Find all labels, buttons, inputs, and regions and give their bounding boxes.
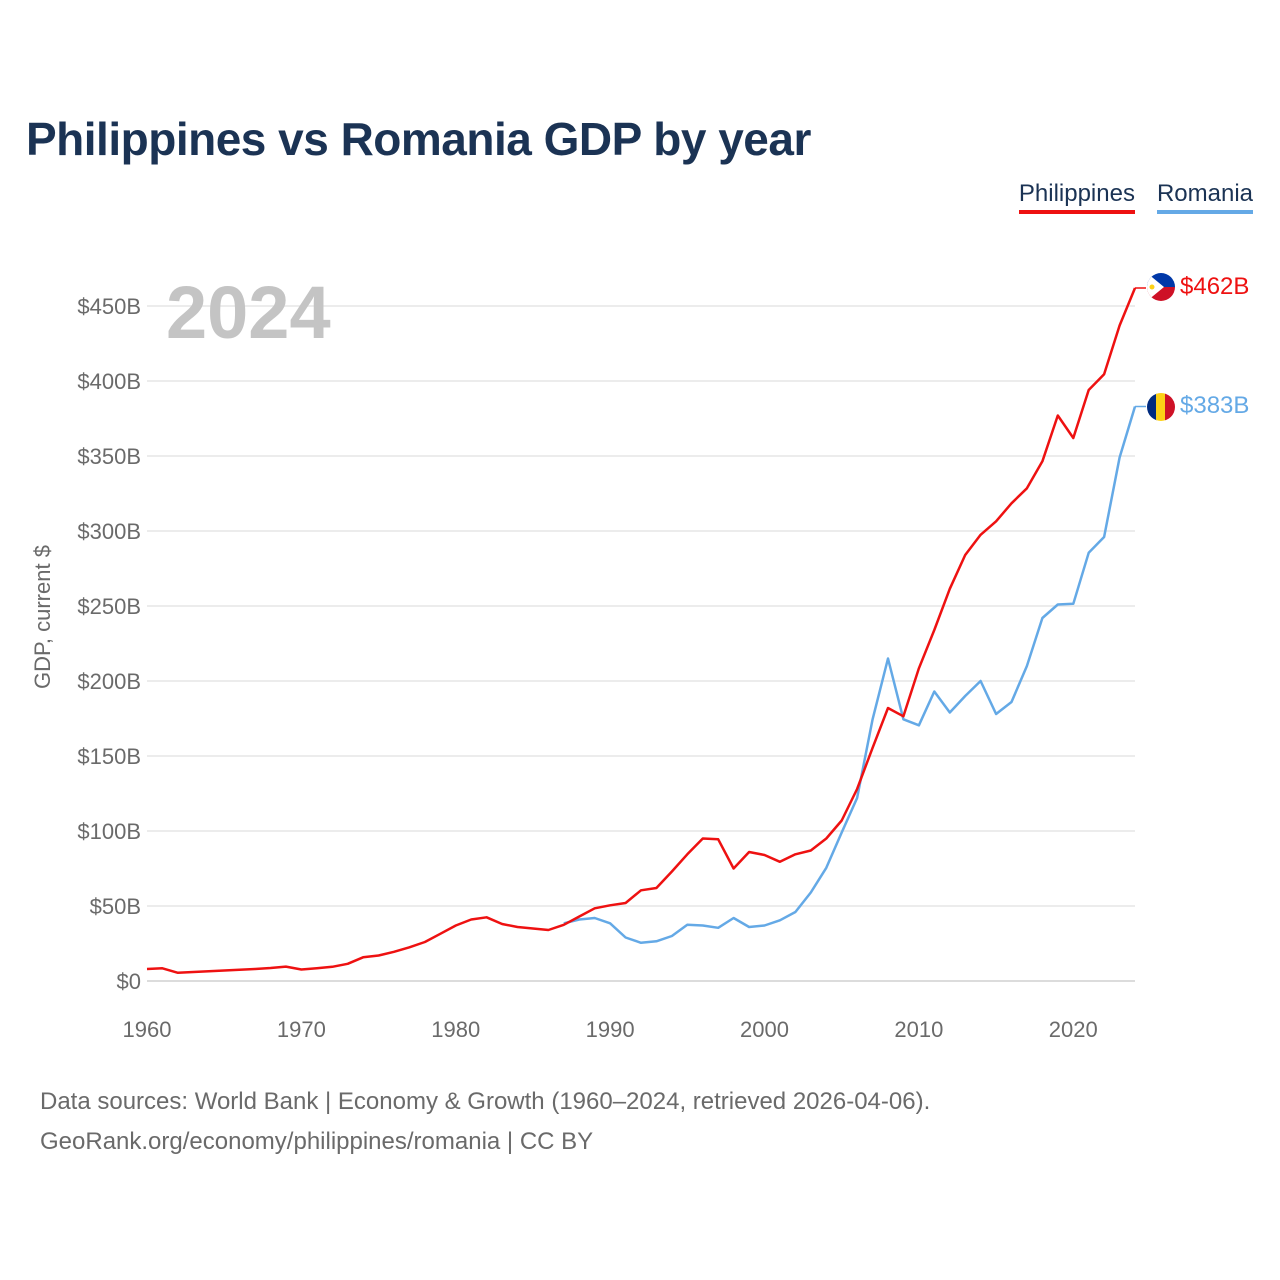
y-tick-label: $0 [117,969,141,994]
series-line-romania[interactable] [563,406,1137,945]
y-tick-label: $350B [77,444,141,469]
year-annotation: 2024 [166,271,331,354]
footer-sources: Data sources: World Bank | Economy & Gro… [40,1088,931,1115]
y-tick-label: $100B [77,819,141,844]
x-tick-label: 1960 [123,1017,172,1042]
chart-legend: Philippines Romania [1018,180,1253,214]
legend-item-romania[interactable]: Romania [1156,180,1253,214]
philippines-flag-icon [1147,273,1175,301]
x-tick-label: 2000 [740,1017,789,1042]
y-tick-label: $250B [77,594,141,619]
y-tick-label: $300B [77,519,141,544]
series-line-philippines[interactable] [146,287,1137,975]
chart-title: Philippines vs Romania GDP by year [26,113,811,165]
x-tick-label: 2020 [1049,1017,1098,1042]
x-tick-label: 2010 [894,1017,943,1042]
end-label-romania: $383B [1180,392,1249,419]
x-tick-label: 1990 [586,1017,635,1042]
y-tick-label: $150B [77,744,141,769]
y-tick-label: $50B [90,894,141,919]
y-axis-ticks: $0 $50B $100B $150B $200B $250B $300B $350B $400… [77,294,141,994]
footer-link[interactable]: GeoRank.org/economy/philippines/romania … [40,1128,594,1155]
series-lines [146,287,1146,975]
chart-footer: Data sources: World Bank | Economy & Gro… [40,1082,930,1162]
romania-flag-icon [1147,393,1175,421]
gridlines [147,305,1135,982]
x-tick-label: 1980 [431,1017,480,1042]
y-tick-label: $400B [77,369,141,394]
y-tick-label: $200B [77,669,141,694]
y-tick-label: $450B [77,294,141,319]
x-axis-ticks: 1960 1970 1980 1990 2000 2010 2020 [123,1017,1098,1042]
legend-item-philippines[interactable]: Philippines [1018,180,1135,214]
x-tick-label: 1970 [277,1017,326,1042]
y-axis-label: GDP, current $ [30,545,55,689]
end-label-philippines: $462B [1180,273,1249,300]
